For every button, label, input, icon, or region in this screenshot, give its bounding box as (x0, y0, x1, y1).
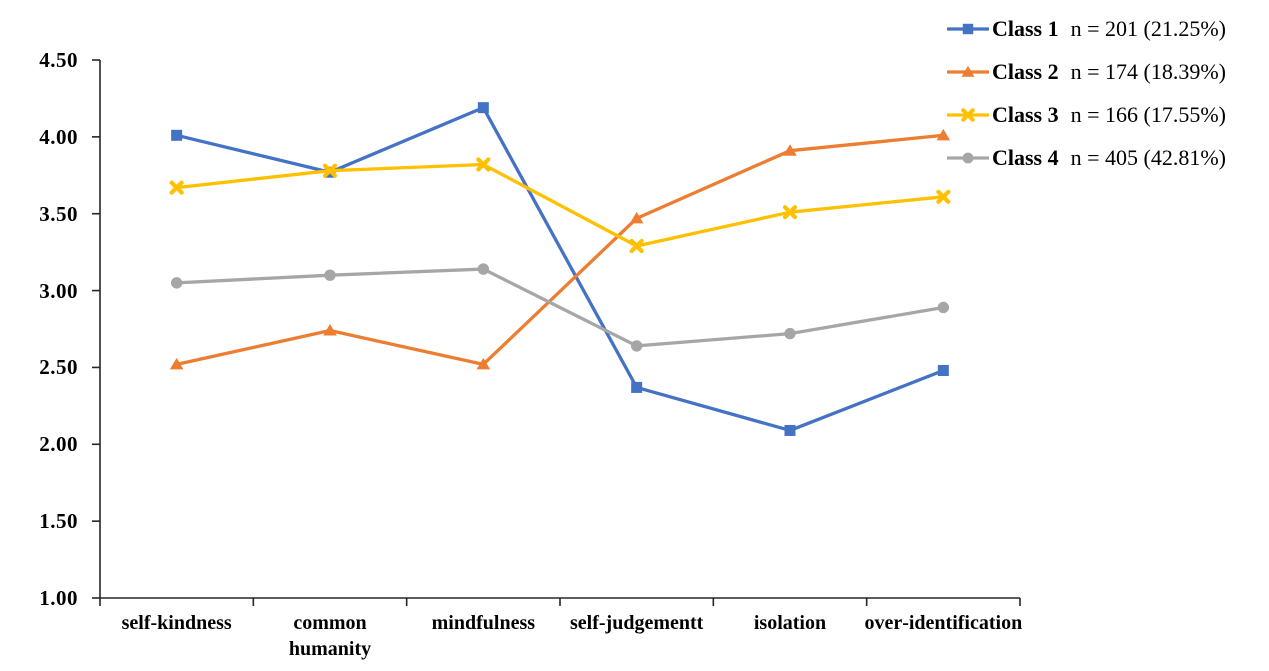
legend-series-name: Class 2 (992, 58, 1059, 84)
marker-triangle (783, 144, 797, 156)
x-category-label: self‑judgementt (570, 612, 704, 634)
marker-x (476, 157, 491, 172)
marker-triangle (936, 128, 951, 141)
y-tick-label: 4.50 (39, 48, 78, 72)
marker-triangle (476, 357, 491, 370)
marker-triangle (961, 65, 975, 77)
marker-square (784, 424, 796, 436)
marker-triangle (169, 357, 184, 370)
marker-x (961, 107, 975, 122)
marker-circle (324, 269, 336, 281)
marker-square (937, 365, 949, 377)
legend-item-class-2: Class 2 n = 174 (18.39%) (946, 50, 1226, 93)
legend-item-class-3: Class 3 n = 166 (17.55%) (946, 93, 1226, 136)
y-tick-label: 3.00 (39, 278, 78, 303)
marker-circle (962, 152, 974, 163)
marker-square (171, 129, 183, 141)
x-category-label: mindfulness (431, 612, 536, 634)
legend-series-count: n = 201 (21.25%) (1070, 15, 1227, 41)
marker-x (169, 180, 184, 195)
legend-series-name: Class 4 (992, 144, 1059, 170)
series-line (176, 106, 944, 433)
series-line (176, 267, 944, 348)
y-tick-label: 1.50 (39, 509, 78, 534)
x-category-label: self‑kindness (121, 612, 232, 634)
marker-square (631, 381, 643, 393)
marker-square (962, 23, 974, 34)
y-tick-label: 4.00 (39, 124, 78, 149)
series-class-1 (171, 102, 949, 436)
legend-series-name: Class 1 (992, 15, 1059, 41)
y-tick-label: 2.50 (39, 355, 78, 380)
series-class-3 (169, 157, 951, 254)
legend-item-class-1: Class 1 n = 201 (21.25%) (946, 7, 1226, 50)
marker-triangle (323, 324, 337, 336)
marker-circle (630, 340, 643, 352)
legend-series-name: Class 3 (992, 101, 1059, 127)
legend-x-marker-icon (947, 107, 989, 122)
y-tick-label: 1.00 (39, 586, 78, 610)
legend-item-class-4: Class 4 n = 405 (42.81%) (946, 136, 1226, 179)
marker-x (782, 205, 798, 220)
x-category-label: over‑identification (864, 612, 1023, 634)
legend-circle-marker-icon (947, 152, 989, 163)
marker-circle (170, 277, 183, 289)
legend: Class 1 n = 201 (21.25%) Class 2 n = 174 (1… (946, 7, 1226, 179)
legend-series-count: n = 405 (42.81%) (1070, 144, 1227, 170)
marker-circle (477, 263, 490, 275)
series-line (176, 133, 944, 367)
legend-triangle-marker-icon (947, 65, 989, 77)
legend-series-count: n = 174 (18.39%) (1070, 58, 1227, 84)
marker-x (936, 189, 951, 204)
marker-triangle (629, 211, 644, 224)
x-category-label: common humanity (288, 612, 372, 660)
marker-x (629, 238, 644, 254)
series-class-4 (170, 263, 950, 352)
legend-square-marker-icon (947, 23, 989, 34)
x-category-label: isolation (753, 612, 827, 634)
legend-series-count: n = 166 (17.55%) (1070, 101, 1227, 127)
marker-circle (937, 301, 950, 314)
y-tick-label: 2.00 (39, 432, 78, 457)
y-tick-label: 3.50 (39, 201, 78, 226)
marker-square (477, 102, 489, 114)
series-line (176, 162, 944, 248)
marker-circle (784, 327, 796, 340)
series-class-2 (169, 128, 951, 370)
marker-x (322, 163, 338, 178)
